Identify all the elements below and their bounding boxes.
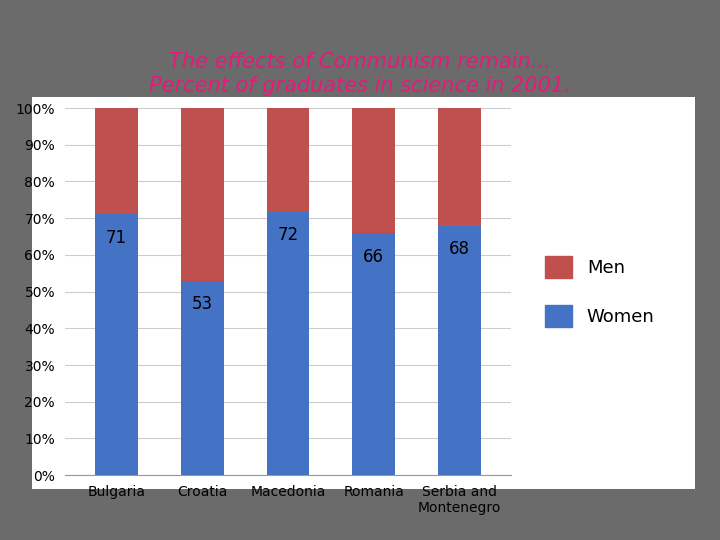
Bar [266,211,310,475]
Text: 66: 66 [364,247,384,266]
Bar [438,226,481,475]
Bar [95,214,138,475]
Text: 53: 53 [192,295,212,313]
Text: Percent of graduates in science in 2001.: Percent of graduates in science in 2001. [149,76,571,97]
Legend: Men, Women: Men, Women [538,249,662,334]
Bar [438,108,481,226]
Text: 72: 72 [277,226,299,244]
Text: The effects of Communism remain...: The effects of Communism remain... [169,52,551,72]
Bar [181,108,224,281]
Bar [352,108,395,233]
Text: 71: 71 [106,229,127,247]
Bar [181,281,224,475]
Text: 68: 68 [449,240,470,258]
Bar [352,233,395,475]
Bar [266,108,310,211]
Bar [95,108,138,214]
